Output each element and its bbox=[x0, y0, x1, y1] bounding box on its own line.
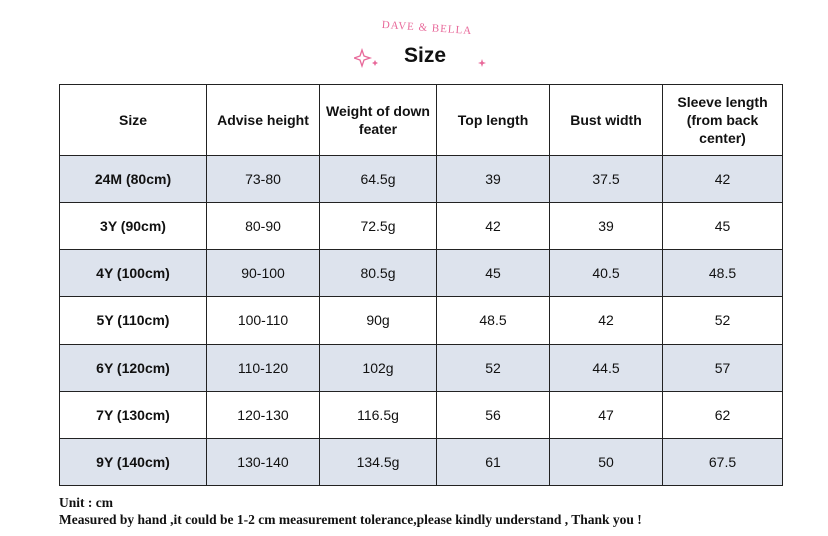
table-cell: 45 bbox=[662, 202, 783, 251]
footnote: Unit : cm Measured by hand ,it could be … bbox=[59, 494, 799, 528]
table-row: 5Y (110cm) 100-110 90g 48.5 42 52 bbox=[59, 296, 783, 345]
table-cell: 50 bbox=[549, 437, 663, 487]
table-cell: 37.5 bbox=[549, 154, 663, 204]
size-cell: 24M (80cm) bbox=[59, 154, 207, 204]
table-cell: 116.5g bbox=[319, 390, 437, 439]
column-header-advise-height: Advise height bbox=[206, 84, 320, 156]
size-cell: 9Y (140cm) bbox=[59, 437, 207, 487]
table-cell: 73-80 bbox=[206, 154, 320, 204]
size-cell: 3Y (90cm) bbox=[59, 202, 207, 251]
table-cell: 39 bbox=[549, 202, 663, 251]
table-cell: 44.5 bbox=[549, 343, 663, 392]
table-cell: 42 bbox=[549, 296, 663, 345]
table-row: 3Y (90cm) 80-90 72.5g 42 39 45 bbox=[59, 202, 783, 251]
unit-note: Unit : cm bbox=[59, 495, 113, 510]
table-cell: 80.5g bbox=[319, 249, 437, 298]
table-header-row: Size Advise height Weight of down feater… bbox=[59, 84, 783, 156]
table-row: 9Y (140cm) 130-140 134.5g 61 50 67.5 bbox=[59, 437, 783, 487]
table-row: 7Y (130cm) 120-130 116.5g 56 47 62 bbox=[59, 390, 783, 439]
table-cell: 57 bbox=[662, 343, 783, 392]
table-cell: 90-100 bbox=[206, 249, 320, 298]
table-cell: 61 bbox=[436, 437, 550, 487]
measurement-note: Measured by hand ,it could be 1-2 cm mea… bbox=[59, 512, 642, 527]
table-cell: 102g bbox=[319, 343, 437, 392]
table-cell: 39 bbox=[436, 154, 550, 204]
size-chart-table: Size Advise height Weight of down feater… bbox=[59, 84, 783, 487]
sparkle-small-icon bbox=[478, 59, 486, 67]
table-cell: 72.5g bbox=[319, 202, 437, 251]
size-cell: 5Y (110cm) bbox=[59, 296, 207, 345]
table-cell: 52 bbox=[436, 343, 550, 392]
table-cell: 62 bbox=[662, 390, 783, 439]
table-row: 24M (80cm) 73-80 64.5g 39 37.5 42 bbox=[59, 154, 783, 204]
column-header-weight: Weight of down feater bbox=[319, 84, 437, 156]
table-cell: 110-120 bbox=[206, 343, 320, 392]
table-cell: 40.5 bbox=[549, 249, 663, 298]
table-cell: 48.5 bbox=[662, 249, 783, 298]
table-cell: 56 bbox=[436, 390, 550, 439]
table-cell: 52 bbox=[662, 296, 783, 345]
table-cell: 45 bbox=[436, 249, 550, 298]
header: DAVE & BELLA Size bbox=[0, 0, 828, 84]
table-row: 4Y (100cm) 90-100 80.5g 45 40.5 48.5 bbox=[59, 249, 783, 298]
column-header-sleeve-length: Sleeve length (from back center) bbox=[662, 84, 783, 156]
page-title: Size bbox=[403, 44, 447, 67]
table-cell: 48.5 bbox=[436, 296, 550, 345]
table-cell: 42 bbox=[662, 154, 783, 204]
table-cell: 67.5 bbox=[662, 437, 783, 487]
column-header-top-length: Top length bbox=[436, 84, 550, 156]
size-cell: 6Y (120cm) bbox=[59, 343, 207, 392]
column-header-size: Size bbox=[59, 84, 207, 156]
table-cell: 42 bbox=[436, 202, 550, 251]
sparkle-icon bbox=[354, 48, 378, 68]
table-cell: 130-140 bbox=[206, 437, 320, 487]
size-cell: 4Y (100cm) bbox=[59, 249, 207, 298]
size-cell: 7Y (130cm) bbox=[59, 390, 207, 439]
column-header-bust-width: Bust width bbox=[549, 84, 663, 156]
table-cell: 80-90 bbox=[206, 202, 320, 251]
brand-logo-text: DAVE & BELLA bbox=[381, 18, 473, 38]
table-cell: 100-110 bbox=[206, 296, 320, 345]
table-cell: 134.5g bbox=[319, 437, 437, 487]
table-row: 6Y (120cm) 110-120 102g 52 44.5 57 bbox=[59, 343, 783, 392]
table-cell: 90g bbox=[319, 296, 437, 345]
table-cell: 47 bbox=[549, 390, 663, 439]
table-cell: 120-130 bbox=[206, 390, 320, 439]
table-cell: 64.5g bbox=[319, 154, 437, 204]
